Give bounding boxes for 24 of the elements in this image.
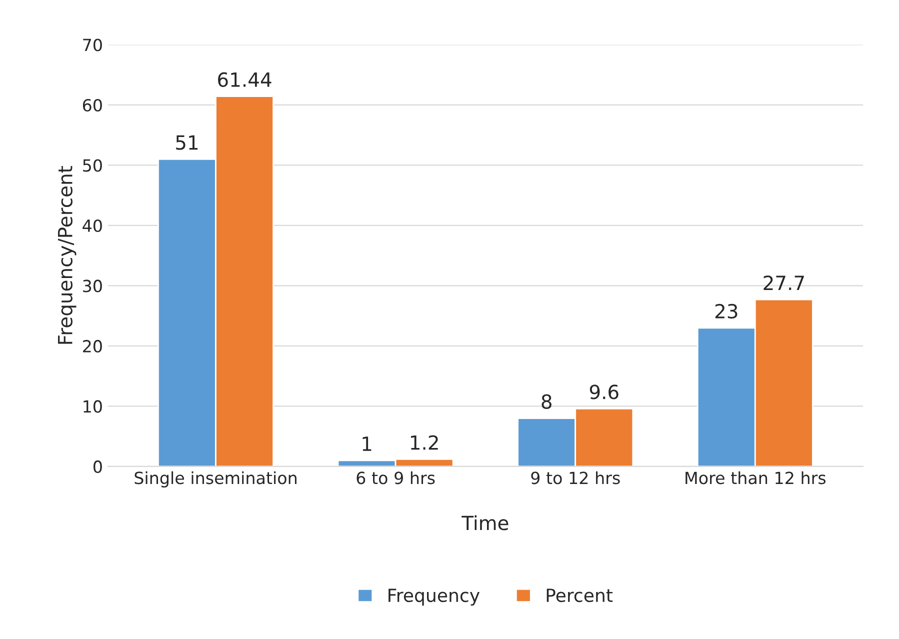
y-tick-label: 30 bbox=[83, 280, 102, 292]
x-tick-label: 9 to 12 hrs bbox=[531, 471, 620, 484]
x-tick-label: More than 12 hrs bbox=[686, 471, 826, 484]
legend-label: Percent bbox=[546, 588, 613, 602]
data-label: 61.44 bbox=[218, 72, 272, 87]
y-axis-title: Frequency/Percent bbox=[58, 166, 76, 344]
x-tick-label: Single insemination bbox=[134, 471, 296, 488]
y-tick-label: 20 bbox=[83, 340, 102, 353]
legend-label: Frequency bbox=[388, 588, 480, 606]
data-label: 1.2 bbox=[411, 435, 438, 450]
data-label: 51 bbox=[176, 135, 198, 150]
y-tick-label: 50 bbox=[83, 159, 102, 172]
data-label: 8 bbox=[542, 394, 552, 409]
y-tick-label: 0 bbox=[94, 460, 102, 474]
y-tick-label: 40 bbox=[82, 219, 102, 232]
data-label: 23 bbox=[715, 304, 738, 319]
data-label: 27.7 bbox=[764, 276, 804, 290]
x-axis-title: Time bbox=[462, 515, 508, 530]
y-tick-label: 60 bbox=[82, 98, 102, 112]
data-label: 9.6 bbox=[590, 384, 618, 400]
x-tick-label: 6 to 9 hrs bbox=[356, 471, 435, 484]
y-tick-label: 10 bbox=[84, 400, 102, 413]
data-label: 1 bbox=[362, 436, 372, 451]
y-tick-label: 70 bbox=[83, 38, 102, 52]
